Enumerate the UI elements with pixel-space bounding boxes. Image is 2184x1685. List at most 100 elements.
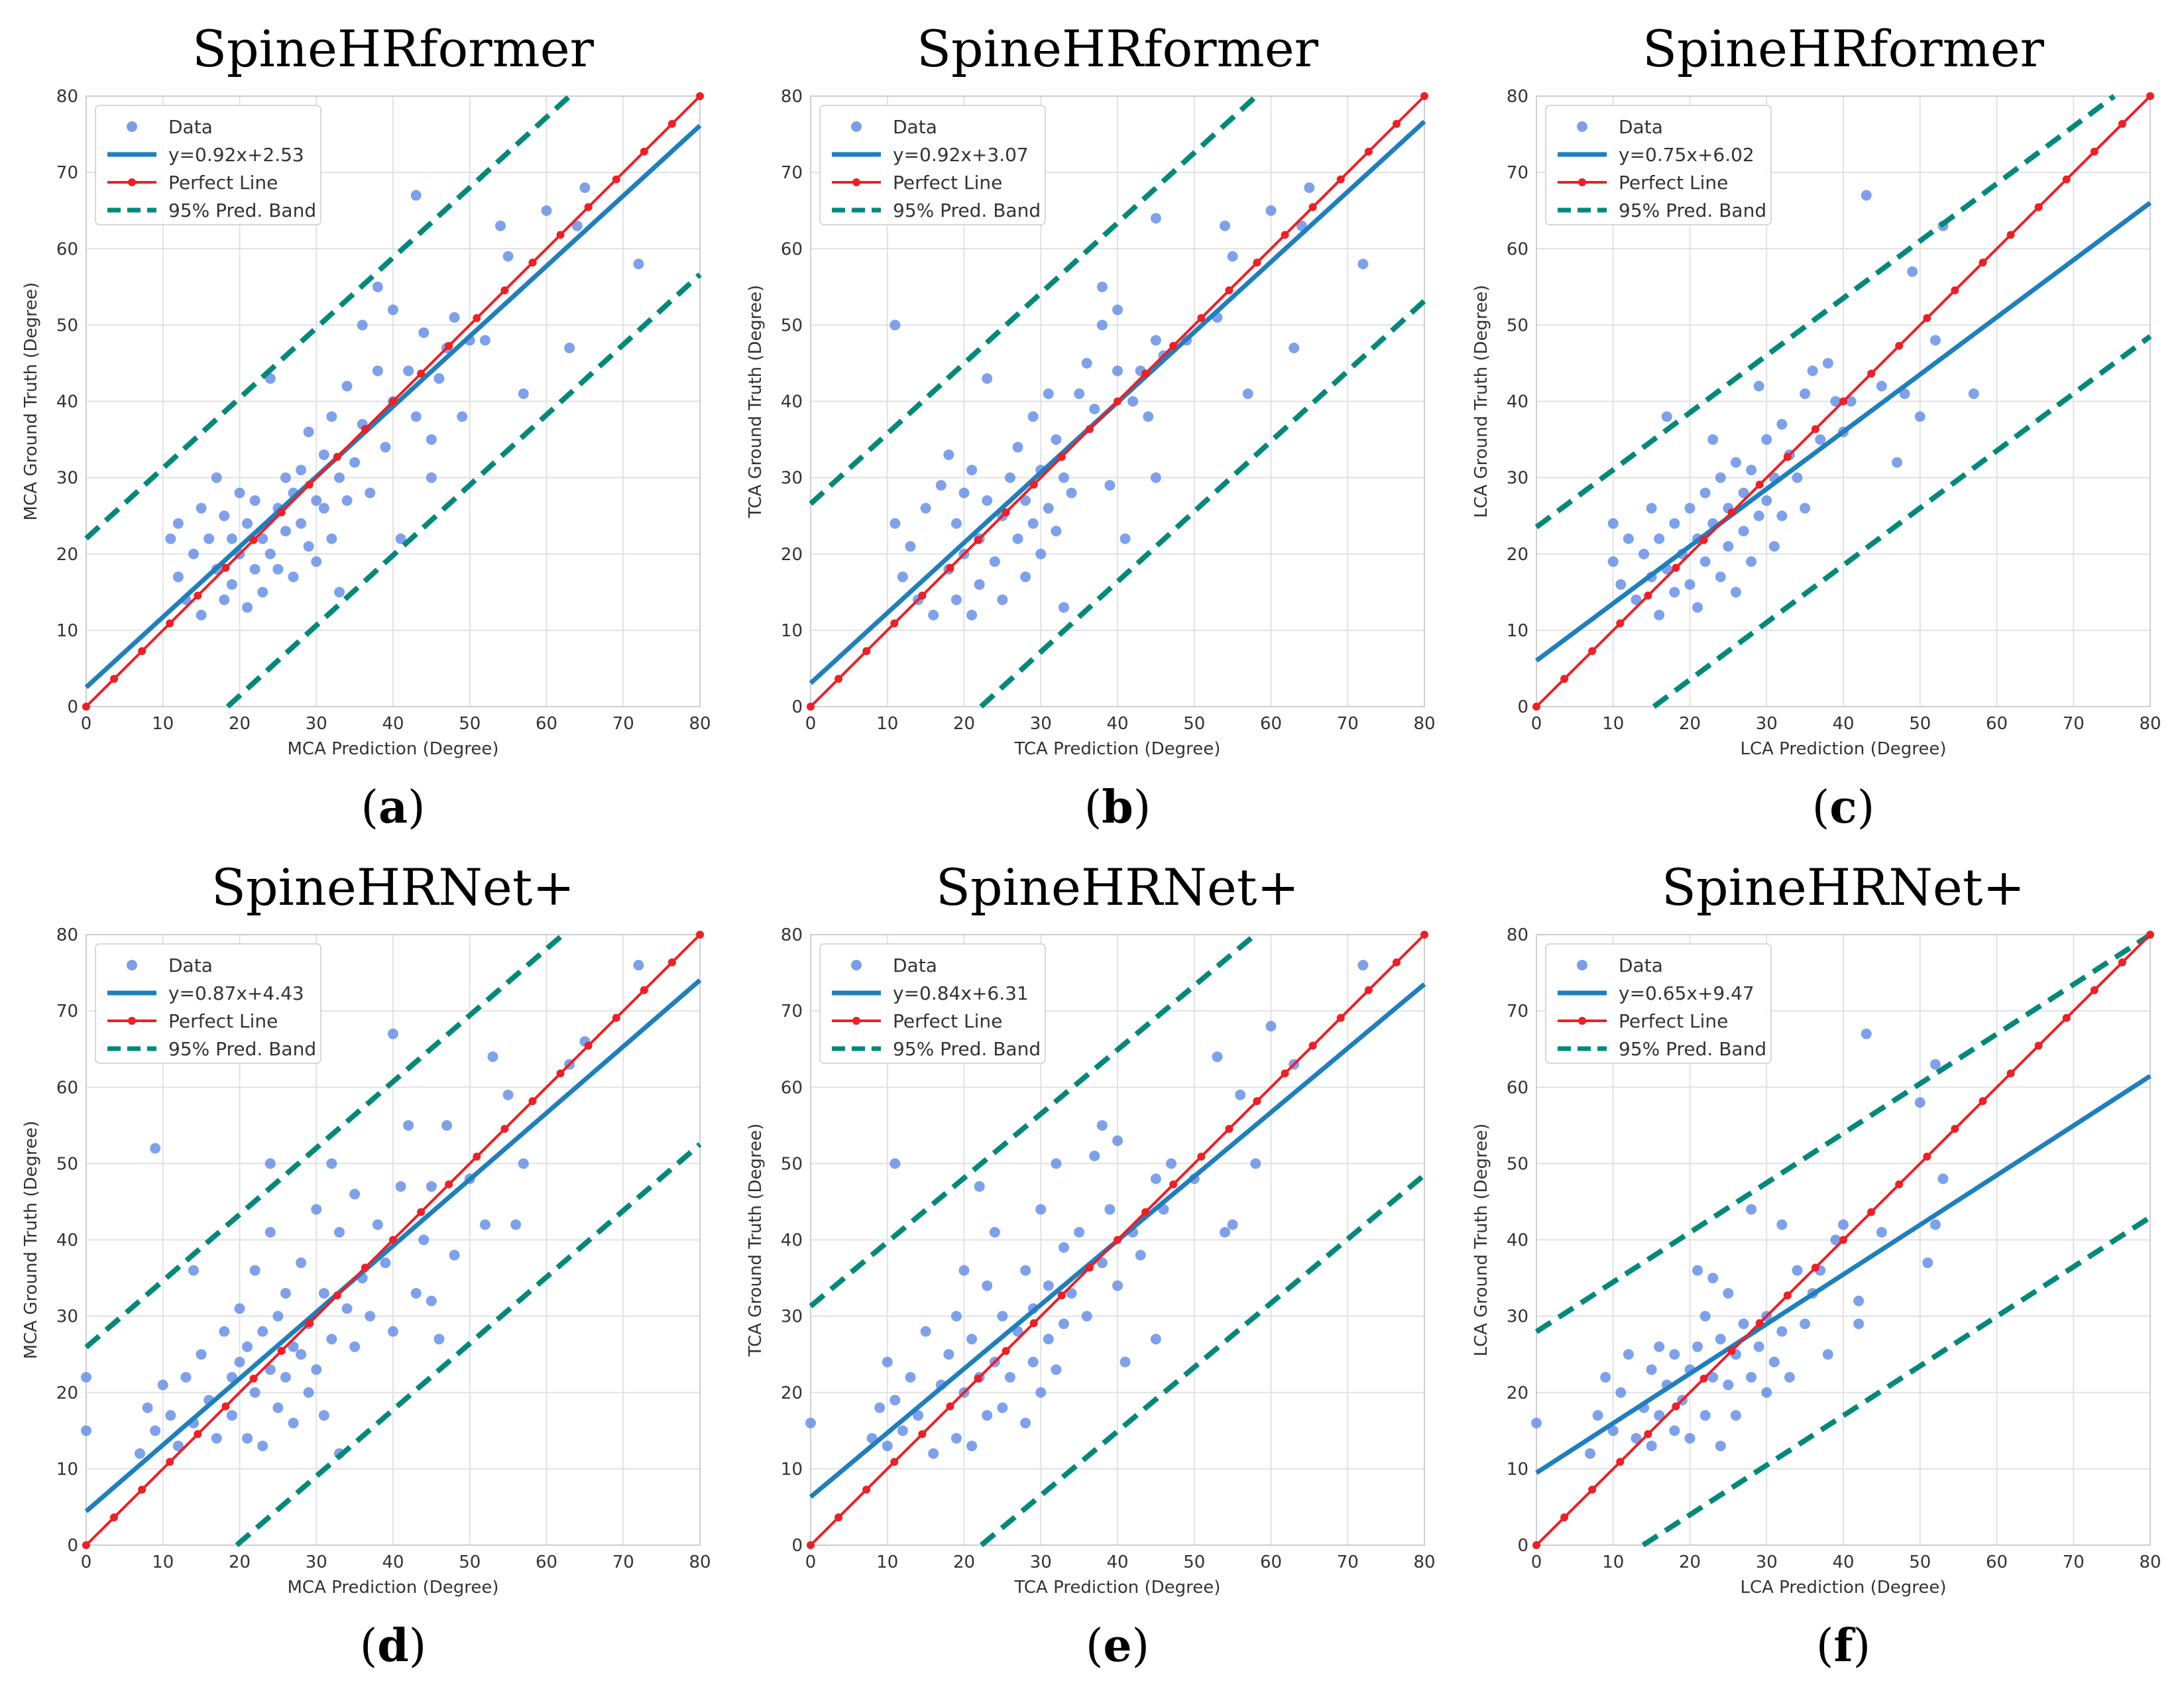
perfect-line-marker: [445, 1180, 453, 1189]
data-point: [226, 579, 237, 590]
y-tick-label: 30: [781, 469, 803, 489]
perfect-line-marker: [667, 958, 676, 966]
data-point: [1096, 1120, 1108, 1131]
data-point: [982, 373, 993, 384]
data-point: [1242, 388, 1253, 399]
data-point: [935, 480, 947, 491]
perfect-line-marker: [1114, 397, 1121, 406]
data-point: [1692, 602, 1703, 613]
legend-label: Data: [1619, 955, 1663, 976]
panel-label-open-paren: (: [1816, 1620, 1834, 1672]
legend-label: y=0.92x+3.07: [893, 144, 1029, 166]
data-point: [997, 594, 1008, 605]
data-point: [1738, 1318, 1749, 1330]
data-point: [502, 1089, 514, 1100]
perfect-line-marker: [584, 1041, 593, 1050]
y-tick-label: 60: [56, 1078, 78, 1098]
data-point: [1051, 434, 1062, 445]
perfect-line-marker: [1951, 286, 1959, 295]
data-point: [1753, 1341, 1764, 1352]
data-point: [264, 1364, 276, 1375]
y-tick-label: 80: [56, 87, 78, 107]
data-point: [150, 1143, 161, 1154]
data-point: [1227, 251, 1238, 262]
legend-box: [1545, 943, 1772, 1064]
data-points: [165, 182, 644, 620]
perfect-line-marker: [305, 481, 314, 489]
x-tick-label: 0: [1531, 1552, 1542, 1572]
data-point: [388, 304, 398, 316]
y-axis-label: TCA Ground Truth (Degree): [746, 1124, 766, 1358]
data-point: [1150, 472, 1161, 483]
data-point: [326, 1158, 337, 1169]
perfect-line-markers: [82, 92, 704, 711]
legend-label: Perfect Line: [893, 172, 1002, 194]
legend-data-marker: [851, 960, 862, 970]
data-point: [1020, 495, 1031, 506]
legend-label: y=0.75x+6.02: [1619, 144, 1754, 166]
x-tick-label: 70: [2063, 714, 2085, 734]
data-point: [1020, 571, 1031, 583]
panel-label-close-paren: ): [1857, 782, 1875, 834]
legend-label: Data: [893, 955, 937, 976]
y-tick-label: 0: [1517, 697, 1528, 717]
data-point: [966, 609, 978, 620]
data-point: [234, 1303, 245, 1314]
data-point: [1051, 1364, 1062, 1375]
data-point: [510, 1219, 522, 1230]
y-tick-label: 0: [791, 1536, 803, 1556]
x-tick-label: 70: [1337, 714, 1359, 734]
data-point: [1761, 1387, 1772, 1398]
x-tick-label: 70: [612, 714, 634, 734]
x-tick-label: 10: [1602, 1552, 1624, 1572]
perfect-line-marker: [2090, 147, 2098, 156]
legend-box: [819, 943, 1046, 1064]
x-tick-label: 60: [1986, 714, 2008, 734]
data-point: [1792, 472, 1803, 483]
data-point: [966, 1334, 978, 1345]
legend-label: Perfect Line: [168, 172, 278, 194]
legend-label: Perfect Line: [1619, 172, 1728, 194]
data-point: [257, 587, 268, 598]
data-point: [1607, 556, 1619, 567]
perfect-line-marker: [2006, 1069, 2015, 1078]
data-point: [311, 1204, 322, 1215]
x-tick-label: 10: [876, 714, 898, 734]
perfect-line-marker: [1839, 1236, 1847, 1244]
data-point: [1020, 1265, 1031, 1276]
data-point: [1035, 548, 1047, 559]
legend-box: [95, 105, 321, 225]
legend: Data y=0.84x+6.31 Perfect Line 95% Pred. Ba…: [819, 943, 1046, 1064]
perfect-line-marker: [612, 1014, 620, 1022]
perfect-line-marker: [361, 425, 369, 434]
panel-label-open-paren: (: [1084, 782, 1102, 834]
legend-label: Data: [1619, 116, 1663, 138]
data-point: [1058, 602, 1069, 613]
x-tick-label: 10: [152, 714, 174, 734]
legend: Data y=0.92x+3.07 Perfect Line 95% Pred. Ba…: [819, 105, 1046, 225]
data-point: [388, 1326, 398, 1337]
y-tick-label: 40: [1507, 392, 1528, 412]
perfect-line-marker: [918, 591, 927, 600]
data-point: [966, 465, 978, 476]
perfect-line-marker: [1141, 1208, 1150, 1216]
data-point: [1669, 1349, 1680, 1360]
y-tick-label: 60: [56, 239, 78, 259]
legend-data-marker: [127, 121, 137, 132]
y-tick-label: 50: [56, 316, 78, 335]
data-point: [974, 1181, 985, 1192]
perfect-line-marker: [417, 369, 426, 378]
y-tick-label: 40: [781, 392, 803, 412]
data-point: [495, 220, 506, 231]
y-tick-label: 40: [1507, 1231, 1528, 1251]
data-point: [296, 518, 307, 529]
lower-prediction-band: [979, 1173, 1426, 1548]
perfect-line-marker: [2090, 986, 2098, 994]
y-tick-label: 20: [1507, 1383, 1528, 1403]
perfect-line-marker: [1057, 1291, 1066, 1300]
upper-prediction-band: [809, 932, 1257, 1308]
x-tick-label: 10: [876, 1552, 898, 1572]
perfect-line-marker: [1895, 341, 1904, 350]
data-point: [882, 1440, 893, 1452]
data-point: [211, 1432, 222, 1444]
